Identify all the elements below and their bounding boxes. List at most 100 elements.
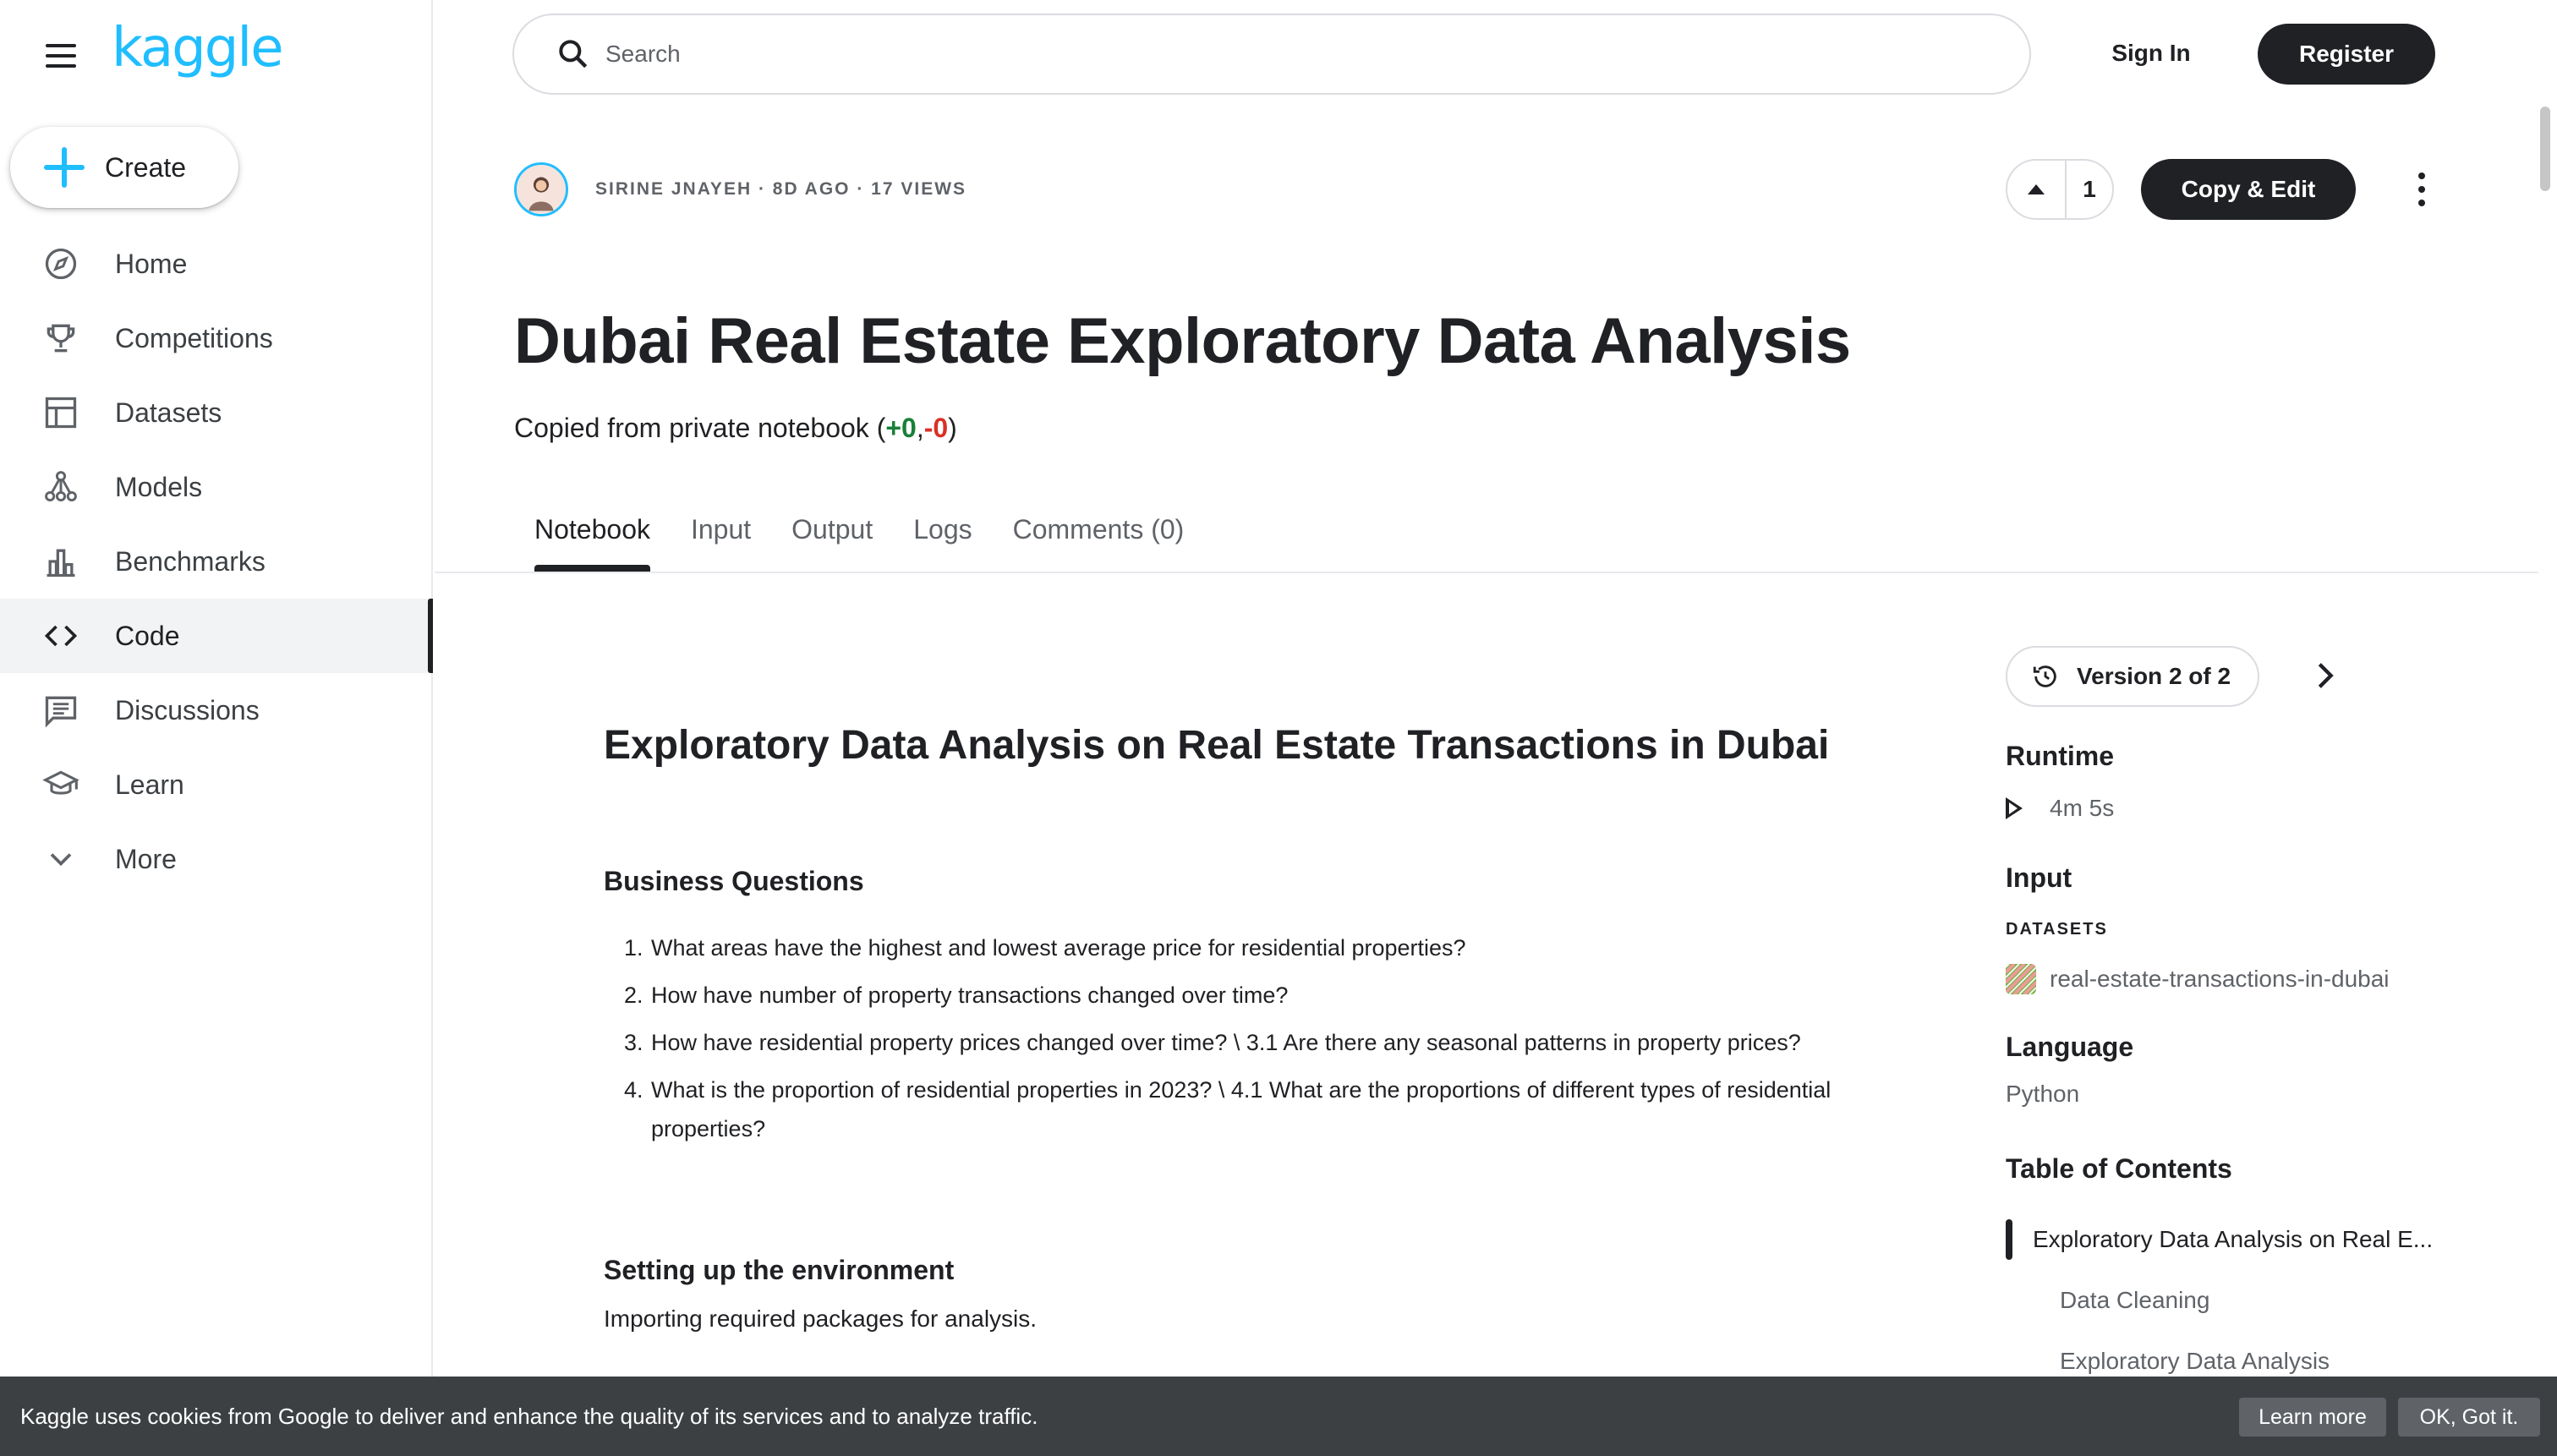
create-label: Create	[105, 151, 187, 183]
input-heading: Input	[2006, 862, 2072, 893]
sidebar-item-label: Learn	[115, 769, 184, 800]
list-item: 4. What is the proportion of residential …	[604, 1070, 1906, 1148]
sidebar-item-label: Benchmarks	[115, 545, 266, 577]
list-number: 3.	[624, 1030, 643, 1055]
avatar[interactable]	[514, 162, 568, 216]
language-heading: Language	[2006, 1032, 2134, 1062]
sidebar-item-label: More	[115, 843, 177, 874]
sidebar-item-learn[interactable]: Learn	[0, 747, 433, 822]
scrollbar[interactable]	[2540, 107, 2550, 191]
bar-chart-icon	[41, 541, 81, 582]
subtitle-suffix: )	[948, 413, 957, 443]
table-icon	[41, 392, 81, 433]
comments-icon	[41, 690, 81, 731]
toc-item[interactable]: Exploratory Data Analysis on Real E...	[2006, 1209, 2479, 1270]
tab-logs[interactable]: Logs	[913, 514, 972, 545]
setup-text: Importing required packages for analysis…	[604, 1305, 1038, 1332]
sidebar-item-benchmarks[interactable]: Benchmarks	[0, 524, 433, 599]
lines-added: +0	[885, 413, 917, 443]
sidebar-item-label: Code	[115, 620, 180, 651]
upvote-count: 1	[2083, 176, 2096, 202]
sidebar-item-discussions[interactable]: Discussions	[0, 673, 433, 747]
cookie-text: Kaggle uses cookies from Google to deliv…	[20, 1403, 1038, 1429]
list-text: How have number of property transactions…	[651, 983, 1289, 1008]
version-label: Version 2 of 2	[2077, 663, 2231, 689]
toc-item[interactable]: Data Cleaning	[2060, 1287, 2210, 1313]
chevron-right-icon[interactable]	[2308, 654, 2342, 697]
list-text: What is the proportion of residential pr…	[651, 1077, 1832, 1141]
language-value: Python	[2006, 1081, 2080, 1107]
notebook-heading: Exploratory Data Analysis on Real Estate…	[604, 723, 1830, 768]
code-icon	[41, 616, 81, 656]
plus-icon	[41, 144, 88, 191]
more-options-icon[interactable]	[2403, 166, 2440, 213]
upvote-control: 1	[2006, 159, 2114, 220]
kaggle-logo[interactable]: kaggle	[112, 17, 284, 79]
list-number: 1.	[624, 935, 643, 961]
subtitle-prefix: Copied from private notebook (	[514, 413, 886, 443]
author-meta: SIRINE JNAYEH · 8D AGO · 17 VIEWS	[595, 179, 967, 199]
search-icon	[559, 40, 588, 68]
list-text: What areas have the highest and lowest a…	[651, 935, 1466, 961]
accept-cookies-button[interactable]: OK, Got it.	[2398, 1398, 2540, 1437]
dataset-name: real-estate-transactions-in-dubai	[2050, 966, 2390, 992]
play-icon	[2006, 797, 2023, 819]
runtime-heading: Runtime	[2006, 741, 2114, 771]
sidebar-item-competitions[interactable]: Competitions	[0, 301, 433, 375]
register-button[interactable]: Register	[2258, 24, 2435, 85]
list-number: 4.	[624, 1077, 643, 1103]
tab-input[interactable]: Input	[690, 514, 752, 545]
search-bar[interactable]	[512, 14, 2031, 95]
sidebar-nav: Home Competitions Datasets Models Benchm…	[0, 227, 433, 896]
tabs-divider	[435, 572, 2538, 573]
compass-icon	[41, 244, 81, 284]
list-item: 2. How have number of property transactio…	[604, 976, 1906, 1015]
sidebar-item-label: Models	[115, 471, 203, 502]
sidebar-item-models[interactable]: Models	[0, 450, 433, 524]
sidebar-item-datasets[interactable]: Datasets	[0, 375, 433, 450]
table-of-contents: Exploratory Data Analysis on Real E... D…	[2006, 1209, 2479, 1392]
sidebar: kaggle Create Home Competitions Datasets	[0, 0, 433, 1456]
copy-edit-button[interactable]: Copy & Edit	[2141, 159, 2356, 220]
sidebar-item-more[interactable]: More	[0, 822, 433, 896]
tab-comments[interactable]: Comments (0)	[1012, 514, 1185, 545]
sidebar-item-code[interactable]: Code	[0, 599, 433, 673]
sidebar-item-label: Competitions	[115, 322, 273, 353]
menu-icon[interactable]	[42, 41, 79, 71]
list-number: 2.	[624, 983, 643, 1008]
notebook-subtitle: Copied from private notebook (+0,-0)	[514, 413, 957, 444]
runtime-value: 4m 5s	[2050, 795, 2115, 821]
dataset-thumbnail	[2006, 964, 2036, 994]
trophy-icon	[41, 318, 81, 359]
notebook-tabs: Notebook Input Output Logs Comments (0)	[514, 504, 1224, 572]
version-button[interactable]: Version 2 of 2	[2006, 646, 2259, 707]
list-text: How have residential property prices cha…	[651, 1030, 1801, 1055]
learn-more-button[interactable]: Learn more	[2239, 1398, 2386, 1437]
models-icon	[41, 467, 81, 507]
list-item: 3. How have residential property prices c…	[604, 1023, 1906, 1062]
datasets-caption: DATASETS	[2006, 920, 2108, 939]
sign-in-button[interactable]: Sign In	[2111, 40, 2191, 66]
sidebar-item-label: Datasets	[115, 397, 222, 428]
tab-output[interactable]: Output	[791, 514, 873, 545]
subtitle-separator: ,	[916, 413, 924, 443]
search-input[interactable]	[605, 41, 1958, 68]
school-icon	[41, 764, 81, 805]
upvote-button[interactable]	[2007, 161, 2067, 218]
setup-heading: Setting up the environment	[604, 1255, 955, 1285]
chevron-down-icon	[41, 839, 81, 879]
questions-list: 1. What areas have the highest and lowest…	[604, 928, 1906, 1157]
sidebar-item-label: Home	[115, 248, 188, 279]
tab-notebook[interactable]: Notebook	[514, 504, 650, 572]
sidebar-item-home[interactable]: Home	[0, 227, 433, 301]
history-icon	[2033, 665, 2056, 687]
list-item: 1. What areas have the highest and lowest…	[604, 928, 1906, 967]
create-button[interactable]: Create	[10, 127, 238, 208]
toc-item[interactable]: Exploratory Data Analysis	[2060, 1348, 2330, 1374]
page-title: Dubai Real Estate Exploratory Data Analy…	[514, 305, 1851, 377]
runtime-row: 4m 5s	[2006, 795, 2114, 822]
business-questions-heading: Business Questions	[604, 866, 864, 896]
dataset-link[interactable]: real-estate-transactions-in-dubai	[2006, 964, 2390, 994]
lines-removed: -0	[923, 413, 949, 443]
toc-heading: Table of Contents	[2006, 1153, 2232, 1184]
